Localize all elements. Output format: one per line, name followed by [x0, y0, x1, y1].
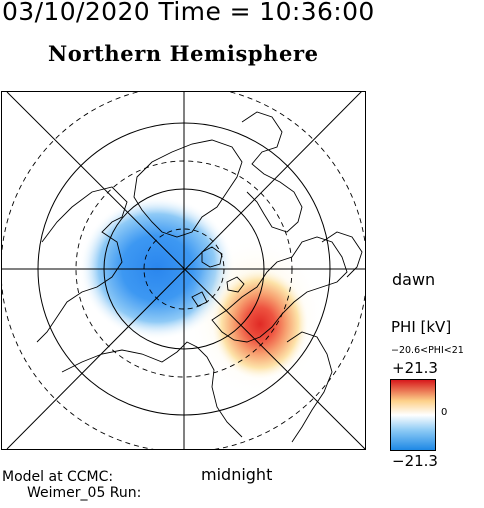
- coastline-europe: [241, 111, 303, 233]
- colorbar-max-label: +21.3: [392, 359, 438, 377]
- meridian-diagonal-a: [6, 92, 365, 449]
- meridian-grid: [2, 92, 365, 449]
- coastline-eastasia: [321, 231, 363, 278]
- run-label: Weimer_05 Run:: [27, 485, 142, 501]
- coastline-greenland: [133, 139, 243, 238]
- potential-pattern: [79, 196, 325, 397]
- colorbar-range-text: −20.6<PHI<21: [391, 345, 464, 356]
- colorbar-min-label: −21.3: [392, 452, 438, 470]
- colorbar-quantity-label: PHI [kV]: [391, 318, 452, 336]
- coastline-pacific: [286, 331, 333, 443]
- colorbar-zero-label: 0: [441, 407, 448, 418]
- colorbar: [390, 379, 436, 451]
- hemisphere-title: Northern Hemisphere: [48, 41, 319, 66]
- meridian-diagonal-b: [6, 92, 362, 449]
- midnight-label: midnight: [201, 465, 273, 484]
- coastline-canada-arctic: [36, 186, 128, 343]
- model-label: Model at CCMC:: [2, 469, 114, 485]
- coastline-alaska: [61, 341, 243, 438]
- positive-cell: [212, 269, 308, 379]
- dawn-label: dawn: [392, 270, 436, 289]
- datetime-title: 03/10/2020 Time = 10:36:00: [2, 0, 375, 26]
- polar-map: [1, 91, 366, 450]
